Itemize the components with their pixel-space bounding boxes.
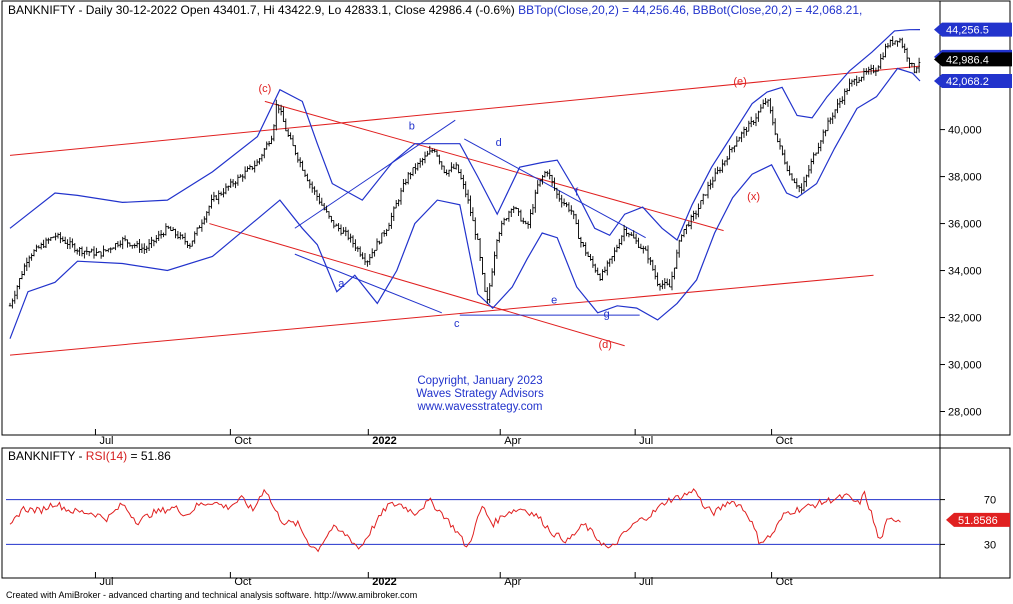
rsi-tick-label: 30 <box>984 539 996 551</box>
trendline <box>9 65 921 156</box>
bollinger-bands <box>9 29 921 339</box>
price-tick-label: 28,000 <box>948 407 982 419</box>
price-tick-label: 38,000 <box>948 172 982 184</box>
price-tag-label: 44,256.5 <box>946 25 989 37</box>
wave-label: (c) <box>258 83 271 95</box>
axes: 28,000 30,000 32,000 34,000 36,000 38,000 40,0… <box>1 0 1012 588</box>
price-tag-last: 42,986.4 <box>934 52 1012 67</box>
footer-credit: Created with AmiBroker - advanced charti… <box>6 590 418 600</box>
wave-label: (x) <box>747 191 760 203</box>
rsi-header-value: = 51.86 <box>127 449 171 463</box>
trendline <box>209 223 625 347</box>
wave-label: e <box>551 294 557 306</box>
price-tick-label: 40,000 <box>948 125 982 137</box>
time-tick-label: Jul <box>99 435 113 447</box>
time-tick-label: Oct <box>776 576 793 588</box>
trendline <box>264 100 724 232</box>
time-tick-label: Apr <box>504 435 521 447</box>
rsi-tick-label: 70 <box>984 495 996 507</box>
price-tag-bg <box>934 74 1012 89</box>
price-tag-bg <box>934 52 1012 67</box>
price-panel-header: BANKNIFTY - Daily 30-12-2022 Open 43401.… <box>8 3 862 17</box>
price-tick-label: 34,000 <box>948 266 982 278</box>
rsi-header-prefix: BANKNIFTY - <box>8 449 86 463</box>
copyright-note: Copyright, January 2023 Waves Strategy A… <box>395 375 565 414</box>
wave-label: d <box>496 137 502 149</box>
trendline <box>294 119 456 229</box>
time-tick-label: 2022 <box>372 576 396 588</box>
wave-label: g <box>604 309 610 321</box>
copyright-line3: www.wavesstrategy.com <box>417 401 543 413</box>
time-tick-label: Jul <box>639 576 653 588</box>
trendlines <box>9 65 921 356</box>
price-bar-path <box>8 36 921 309</box>
price-tag-bbbot: 42,068.2 <box>934 74 1012 89</box>
trendline <box>9 274 874 356</box>
bbbot-line <box>9 67 921 339</box>
header-main: BANKNIFTY - Daily 30-12-2022 Open 43401.… <box>8 3 515 17</box>
wave-label: a <box>338 278 345 290</box>
time-tick-label: Apr <box>504 576 521 588</box>
price-tag-label: 42,986.4 <box>946 54 989 66</box>
rsi-tag-bg <box>946 512 1010 527</box>
rsi-tag-label: 51.8586 <box>958 515 998 527</box>
price-tag-bbtop: 44,256.5 <box>934 22 1012 37</box>
time-tick-label: Oct <box>234 576 251 588</box>
rsi-panel-header: BANKNIFTY - RSI(14) = 51.86 <box>8 449 171 463</box>
header-bbbot: BBBot(Close,20,2) = 42,068.21, <box>692 3 863 17</box>
time-tick-label: 2022 <box>372 435 396 447</box>
price-tick-label: 36,000 <box>948 219 982 231</box>
wave-label: b <box>409 121 415 133</box>
wave-label: c <box>454 318 460 330</box>
rsi-header-name: RSI(14) <box>85 449 128 463</box>
wave-label: (d) <box>598 339 611 351</box>
price-tag-label: 42,068.2 <box>946 76 989 88</box>
trendline <box>294 253 442 314</box>
header-bbtop: BBTop(Close,20,2) = 44,256.46, <box>518 3 690 17</box>
price-tick-label: 32,000 <box>948 313 982 325</box>
time-tick-label: Oct <box>234 435 251 447</box>
rsi-panel: 70 30 51.8586 <box>6 488 1010 553</box>
wave-label: (e) <box>733 76 746 88</box>
price-tag-bg <box>934 22 1012 37</box>
price-bars <box>8 36 921 309</box>
time-tick-label: Oct <box>776 435 793 447</box>
time-tick-label: Jul <box>639 435 653 447</box>
rsi-line <box>9 488 901 553</box>
copyright-line2: Waves Strategy Advisors <box>416 388 544 400</box>
copyright-line1: Copyright, January 2023 <box>417 375 543 387</box>
price-panel-frame <box>1 0 1011 436</box>
time-tick-label: Jul <box>99 576 113 588</box>
bbtop-line <box>9 29 921 241</box>
rsi-tag: 51.8586 <box>946 512 1010 527</box>
wave-label: f <box>575 186 579 198</box>
price-tick-label: 30,000 <box>948 360 982 372</box>
wave-labels: (c) b d f a c e g (d) (e) (x) <box>258 76 760 351</box>
